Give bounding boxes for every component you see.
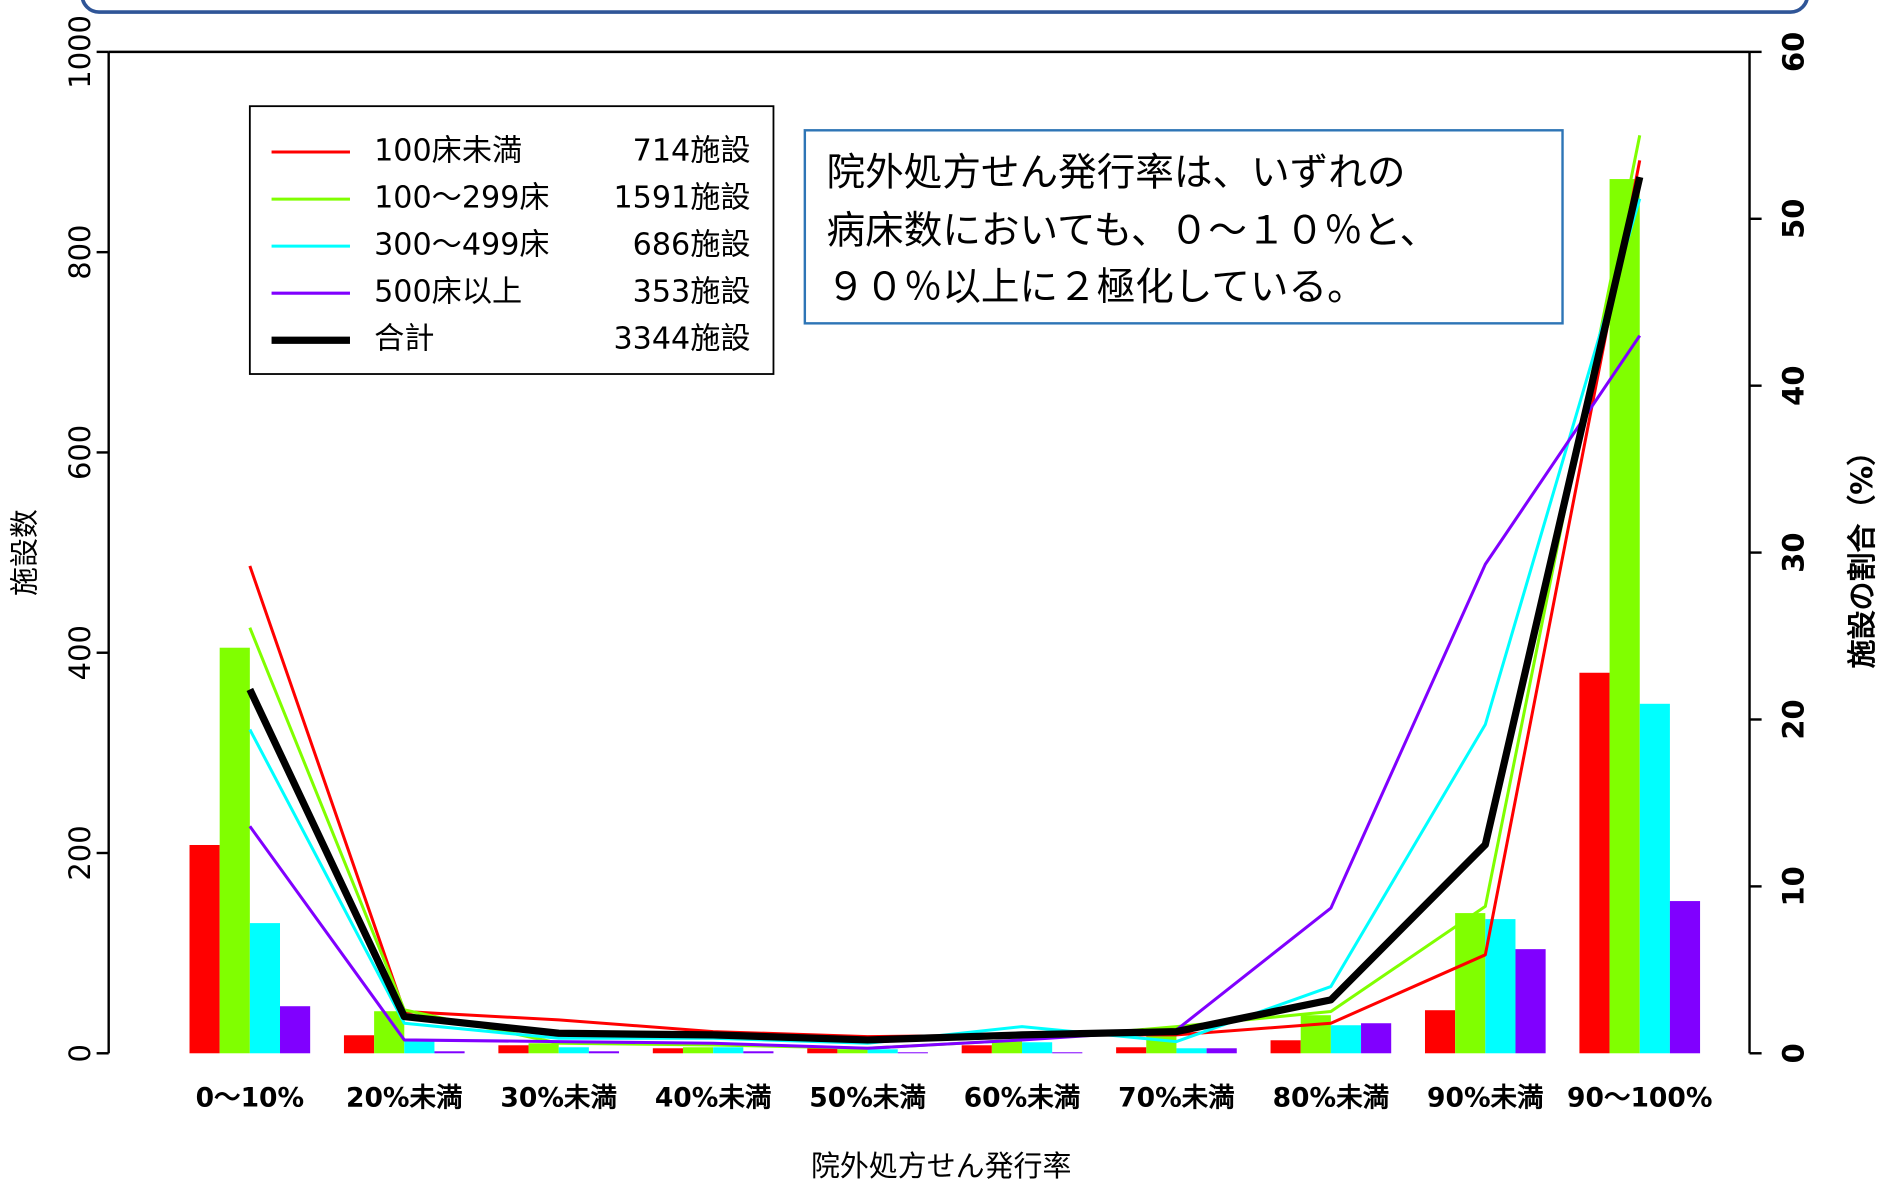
- x-tick-label: 0～10%: [196, 1083, 305, 1114]
- bar: [1361, 1023, 1392, 1054]
- bar: [498, 1045, 529, 1054]
- legend-count: 714施設: [633, 134, 751, 169]
- x-tick-label: 50%未満: [809, 1083, 926, 1114]
- x-tick-label: 60%未満: [964, 1083, 1081, 1114]
- y2-tick-label: 50: [1776, 199, 1810, 239]
- bar: [1609, 179, 1640, 1054]
- x-tick-label: 30%未満: [500, 1083, 617, 1114]
- bar: [1116, 1047, 1147, 1054]
- legend-label: 合計: [374, 322, 434, 357]
- bar: [189, 844, 220, 1054]
- bar: [652, 1048, 683, 1054]
- bar: [219, 647, 250, 1054]
- legend-count: 3344施設: [613, 322, 750, 357]
- y-tick-label: 200: [63, 825, 97, 880]
- bar: [961, 1045, 992, 1054]
- y2-tick-label: 0: [1776, 1043, 1810, 1063]
- bar: [558, 1047, 589, 1054]
- y2-tick-label: 10: [1776, 866, 1810, 906]
- bar: [1515, 949, 1546, 1054]
- x-tick-label: 40%未満: [655, 1083, 772, 1114]
- legend: 100床未満 714施設 100～299床 1591施設 300～499床 686施設 50…: [248, 105, 775, 375]
- bar: [1330, 1025, 1362, 1054]
- y2-axis-title: 施設の割合（%）: [1845, 437, 1879, 669]
- bar: [1052, 1052, 1083, 1054]
- x-tick-label: 20%未満: [346, 1083, 463, 1114]
- y-tick-label: 600: [63, 425, 97, 480]
- bar: [807, 1048, 838, 1054]
- line-series: [246, 176, 1644, 1044]
- bar: [249, 923, 281, 1054]
- legend-count: 686施設: [633, 228, 751, 263]
- line-series: [248, 334, 1641, 1050]
- bar: [404, 1041, 435, 1054]
- bar: [1176, 1048, 1207, 1054]
- header-box: [80, 0, 1809, 14]
- bar: [1579, 672, 1610, 1054]
- bar: [280, 1006, 311, 1054]
- y2-tick-label: 30: [1776, 532, 1810, 572]
- annotation-frame: [803, 129, 1564, 325]
- bar: [713, 1047, 744, 1054]
- bar: [1669, 901, 1701, 1054]
- bar: [1300, 1015, 1331, 1054]
- x-tick-label: 90%未満: [1427, 1083, 1544, 1114]
- bar: [588, 1051, 620, 1054]
- y-axis-title: 施設数: [8, 509, 42, 596]
- annotation-line: ９０％以上に２極化している。: [827, 265, 1366, 310]
- annotation-line: 病床数においても、０～１０％と、: [827, 208, 1439, 253]
- legend-label: 300～499床: [374, 228, 549, 263]
- bar: [743, 1051, 774, 1054]
- x-tick-label: 70%未満: [1118, 1083, 1235, 1114]
- bar: [991, 1040, 1023, 1054]
- bar: [1639, 703, 1670, 1054]
- x-tick-label: 90～100%: [1567, 1083, 1712, 1114]
- bar: [528, 1043, 559, 1054]
- y-tick-label: 800: [63, 225, 97, 280]
- bar: [1424, 1010, 1456, 1054]
- annotation-box: 院外処方せん発行率は、いずれの 病床数においても、０～１０％と、 ９０％以上に２…: [803, 129, 1564, 325]
- bar: [343, 1035, 375, 1054]
- legend-count: 1591施設: [613, 181, 750, 216]
- y-tick-label: 400: [63, 625, 97, 680]
- legend-frame: [248, 105, 775, 375]
- bar: [1270, 1040, 1301, 1054]
- bar: [867, 1049, 898, 1054]
- bar: [1206, 1048, 1237, 1054]
- y-tick-label: 1000: [63, 15, 97, 89]
- bar: [1022, 1042, 1053, 1054]
- bar: [1485, 919, 1516, 1054]
- legend-label: 500床以上: [374, 275, 522, 310]
- x-axis-title: 院外処方せん発行率: [811, 1149, 1071, 1183]
- bar: [897, 1052, 928, 1054]
- y-tick-label: 0: [63, 1044, 97, 1062]
- y2-tick-label: 60: [1776, 32, 1810, 72]
- y2-tick-label: 40: [1776, 366, 1810, 406]
- bar: [682, 1047, 714, 1054]
- bar: [434, 1051, 465, 1054]
- annotation-line: 院外処方せん発行率は、いずれの: [827, 150, 1406, 195]
- legend-count: 353施設: [633, 275, 751, 310]
- legend-label: 100床未満: [374, 134, 522, 169]
- bar: [1455, 913, 1486, 1054]
- bar: [837, 1049, 868, 1054]
- y2-tick-label: 20: [1776, 699, 1810, 739]
- x-tick-label: 80%未満: [1273, 1083, 1390, 1114]
- legend-label: 100～299床: [374, 181, 549, 216]
